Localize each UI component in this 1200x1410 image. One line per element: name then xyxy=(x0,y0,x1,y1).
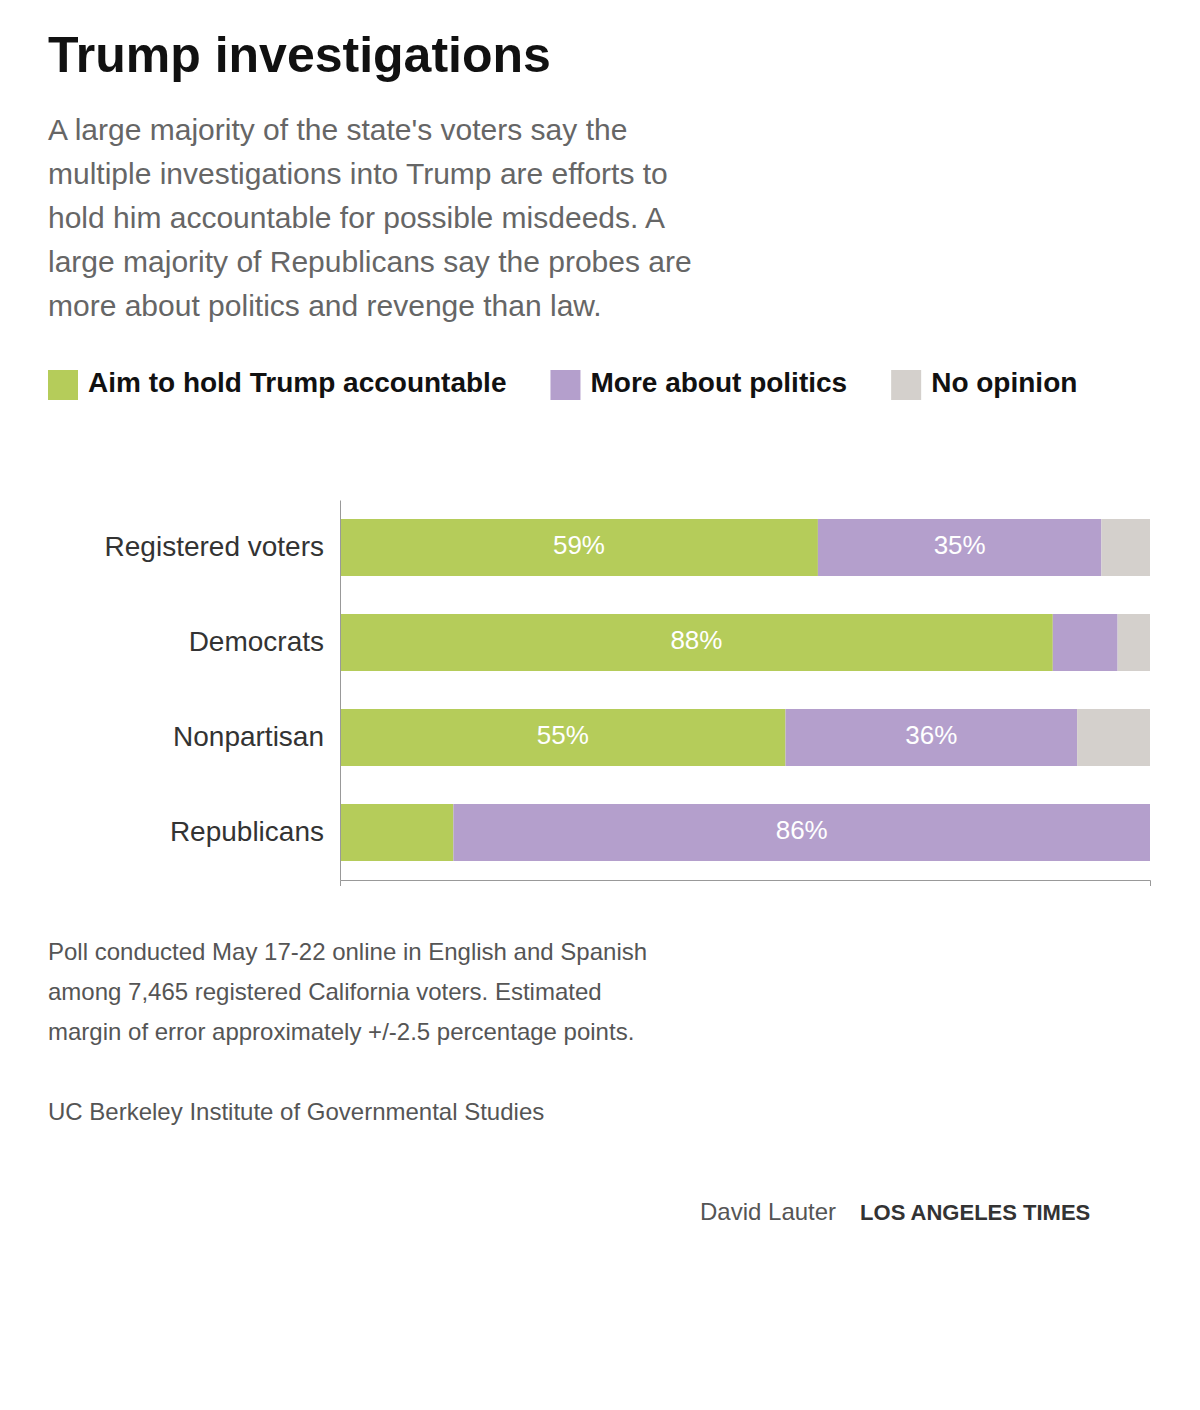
legend-item: Aim to hold Trump accountable xyxy=(48,367,506,400)
data-label: 86% xyxy=(776,815,828,845)
bar-series xyxy=(1077,519,1150,766)
bar xyxy=(340,614,1053,671)
bar xyxy=(340,804,453,861)
y-tick-label: Republicans xyxy=(170,816,324,847)
subtitle: large majority of Republicans say the pr… xyxy=(48,245,692,278)
chart: Trump investigations A large majority of … xyxy=(0,0,1200,1410)
subtitle: A large majority of the state's voters s… xyxy=(48,113,627,146)
bars xyxy=(340,519,1150,861)
y-tick-label: Democrats xyxy=(189,626,324,657)
data-labels: 59% 88% 55% 35% 36% 86% xyxy=(537,530,986,845)
data-label: 36% xyxy=(905,720,957,750)
footnote: LOS ANGELES TIMES xyxy=(860,1200,1090,1225)
subtitle: multiple investigations into Trump are e… xyxy=(48,157,668,190)
legend-swatch xyxy=(891,370,921,400)
data-label: 35% xyxy=(934,530,986,560)
data-label: 88% xyxy=(670,625,722,655)
bar xyxy=(1118,614,1150,671)
y-tick-label: Registered voters xyxy=(105,531,324,562)
y-tick: Republicans xyxy=(170,816,340,847)
legend-item: More about politics xyxy=(550,367,847,400)
bar xyxy=(818,519,1102,576)
legend-swatch xyxy=(550,370,580,400)
data-label: 59% xyxy=(553,530,605,560)
footnote: among 7,465 registered California voters… xyxy=(48,978,602,1005)
bar xyxy=(1101,519,1150,576)
y-tick: Democrats xyxy=(189,626,340,657)
y-axis: Registered voters Democrats Nonpartisan Rep… xyxy=(105,501,341,881)
bar xyxy=(340,709,786,766)
bar-series xyxy=(453,519,1150,861)
subtitle: hold him accountable for possible misdee… xyxy=(48,201,665,234)
legend-label: More about politics xyxy=(590,367,847,398)
legend-item: No opinion xyxy=(891,367,1077,400)
legend-label: No opinion xyxy=(931,367,1077,398)
title: Trump investigations xyxy=(48,27,551,83)
x-axis-line xyxy=(341,881,1151,887)
y-tick-label: Nonpartisan xyxy=(173,721,324,752)
bar xyxy=(786,709,1078,766)
legend-swatch xyxy=(48,370,78,400)
legend-label: Aim to hold Trump accountable xyxy=(88,367,506,398)
y-tick: Registered voters xyxy=(105,531,340,562)
footnote: Poll conducted May 17-22 online in Engli… xyxy=(48,938,647,965)
bar xyxy=(1077,709,1150,766)
footnotes: Poll conducted May 17-22 online in Engli… xyxy=(48,938,1090,1225)
footnote: margin of error approximately +/-2.5 per… xyxy=(48,1018,634,1045)
footnote: David Lauter xyxy=(700,1198,836,1225)
bar xyxy=(1150,804,1151,861)
bar xyxy=(453,804,1150,861)
y-axis-line xyxy=(340,501,341,881)
bar xyxy=(340,519,818,576)
data-label: 55% xyxy=(537,720,589,750)
bar xyxy=(1053,614,1118,671)
footnote: UC Berkeley Institute of Governmental St… xyxy=(48,1098,544,1125)
subtitle: more about politics and revenge than law… xyxy=(48,289,602,322)
y-tick: Nonpartisan xyxy=(173,721,340,752)
x-axis xyxy=(341,881,1151,887)
legend: Aim to hold Trump accountable More about … xyxy=(48,367,1077,400)
